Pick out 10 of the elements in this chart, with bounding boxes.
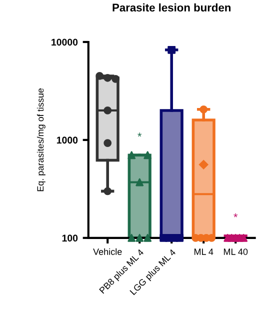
x-tick-label: ML 40 <box>224 248 248 255</box>
y-tick-label: 10000 <box>52 38 78 46</box>
y-tick-label: 100 <box>62 234 78 242</box>
x-tick-label: Vehicle <box>93 248 122 255</box>
annotation: * <box>234 213 238 218</box>
y-axis-title: Eq. parasites/mg of tissue <box>36 88 46 192</box>
annotation: * <box>138 132 142 137</box>
y-tick-label: 1000 <box>56 136 78 144</box>
x-tick-label: ML 4 <box>194 248 214 255</box>
chart-title: Parasite lesion burden <box>112 3 231 12</box>
